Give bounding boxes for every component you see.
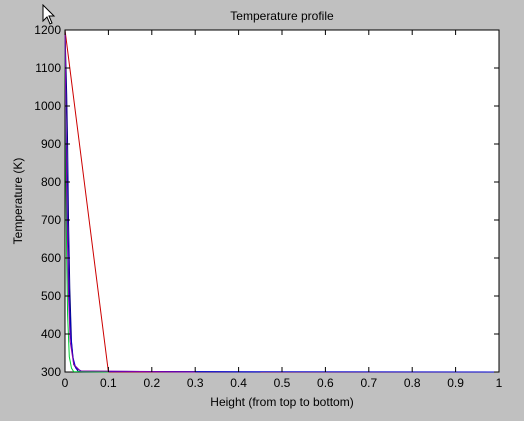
y-tick-label: 400	[41, 327, 61, 341]
y-tick-label: 1000	[34, 99, 61, 113]
y-tick-label: 1100	[35, 61, 61, 75]
x-tick-label: 0.6	[317, 376, 334, 390]
x-tick-label: 0.1	[100, 376, 117, 390]
x-axis-label: Height (from top to bottom)	[210, 395, 353, 409]
y-tick-label: 600	[41, 251, 61, 265]
chart-title: Temperature profile	[230, 9, 334, 23]
plot-area	[65, 30, 499, 372]
y-tick-label: 500	[41, 289, 61, 303]
y-tick-label: 900	[41, 137, 61, 151]
x-tick-label: 0.4	[230, 376, 247, 390]
y-tick-label: 700	[41, 213, 61, 227]
x-tick-label: 0.7	[360, 376, 377, 390]
x-tick-label: 0.8	[404, 376, 421, 390]
y-axis-label: Temperature (K)	[11, 158, 25, 245]
y-tick-label: 300	[41, 365, 61, 379]
mouse-pointer-icon	[42, 4, 56, 26]
x-tick-label: 0.9	[447, 376, 464, 390]
x-tick-label: 0.5	[274, 376, 291, 390]
x-tick-label: 0.2	[143, 376, 160, 390]
x-tick-label: 0	[62, 376, 69, 390]
x-tick-label: 1	[496, 376, 503, 390]
y-tick-label: 800	[41, 175, 61, 189]
x-tick-label: 0.3	[187, 376, 204, 390]
